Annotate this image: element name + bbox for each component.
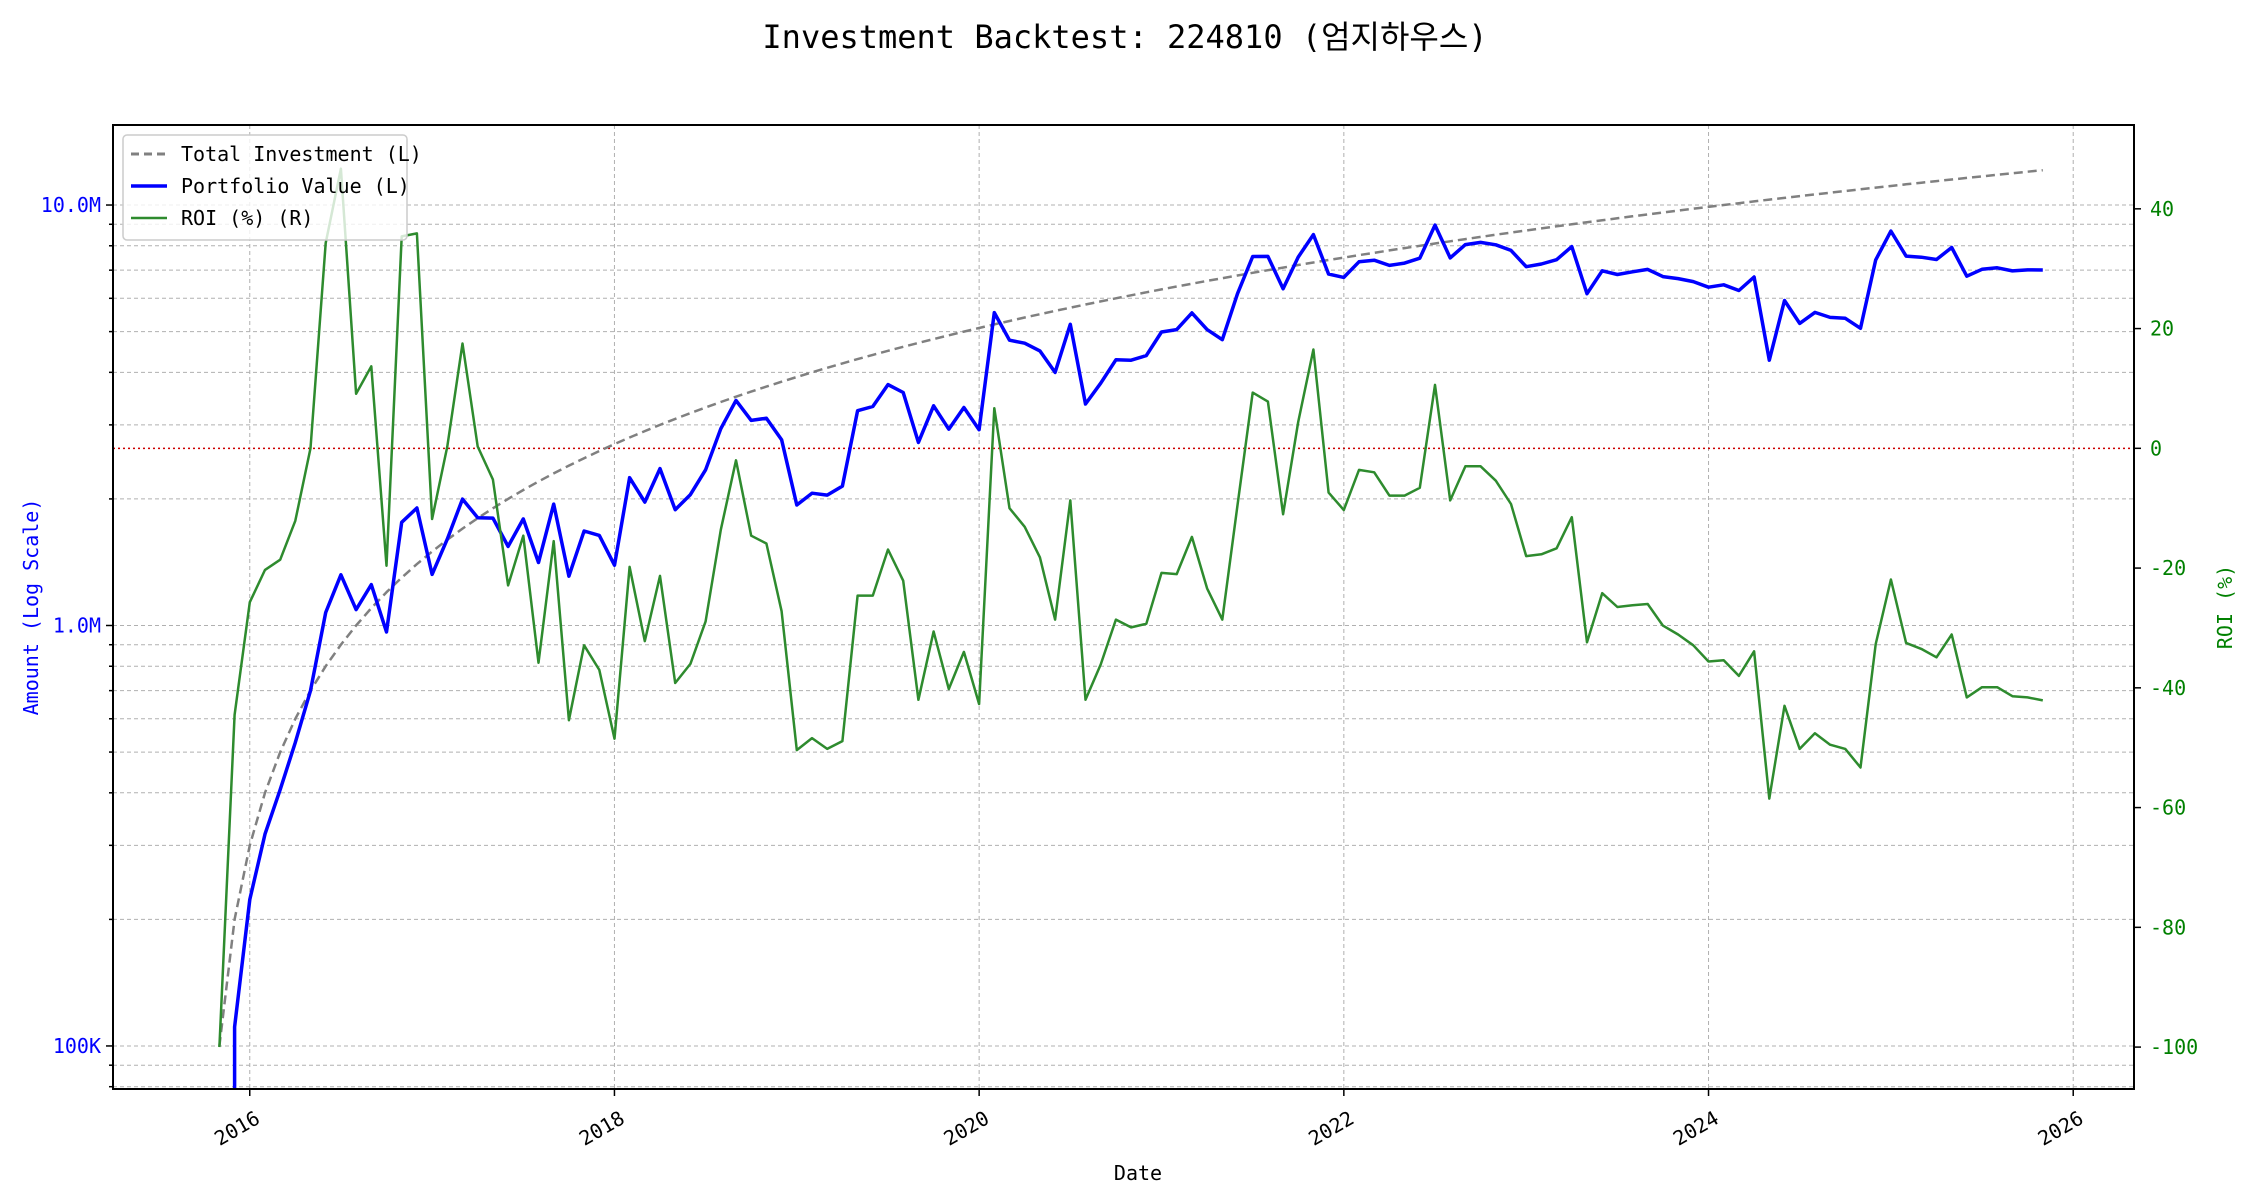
series-group [218, 167, 2044, 1089]
right-tick-label: 20 [2150, 317, 2174, 341]
right-tick-label: -20 [2150, 556, 2186, 580]
legend-label-investment: Total Investment (L) [181, 142, 422, 166]
portfolio-line [232, 223, 2043, 1089]
left-tick-label: 100K [53, 1034, 101, 1058]
left-tick-label: 1.0M [53, 613, 101, 637]
right-tick-label: -100 [2150, 1035, 2198, 1059]
grid [113, 125, 2134, 1089]
right-tick-label: -40 [2150, 676, 2186, 700]
right-tick-label: 0 [2150, 436, 2162, 460]
x-axis-label: Date [1114, 1161, 1162, 1185]
investment-line [218, 168, 2043, 1047]
right-tick-label: -80 [2150, 915, 2186, 939]
legend: Total Investment (L) Portfolio Value (L)… [122, 134, 422, 241]
left-y-axis: 100K 1.0M 10.0M [41, 193, 113, 1088]
plot-frame [112, 124, 2135, 1090]
left-y-axis-label: Amount (Log Scale) [19, 499, 43, 716]
right-tick-label: 40 [2150, 197, 2174, 221]
right-tick-label: -60 [2150, 796, 2186, 820]
legend-box [122, 134, 408, 241]
legend-label-portfolio: Portfolio Value (L) [181, 174, 410, 198]
left-tick-label: 10.0M [41, 193, 101, 217]
right-y-axis: 40 20 0 -20 -40 -60 -80 -100 [2134, 197, 2198, 1059]
right-y-axis-label: ROI (%) [2213, 565, 2237, 649]
chart-title: Investment Backtest: 224810 (엄지하우스) [762, 18, 1487, 56]
legend-label-roi: ROI (%) (R) [181, 206, 313, 230]
roi-line [218, 167, 2044, 1048]
